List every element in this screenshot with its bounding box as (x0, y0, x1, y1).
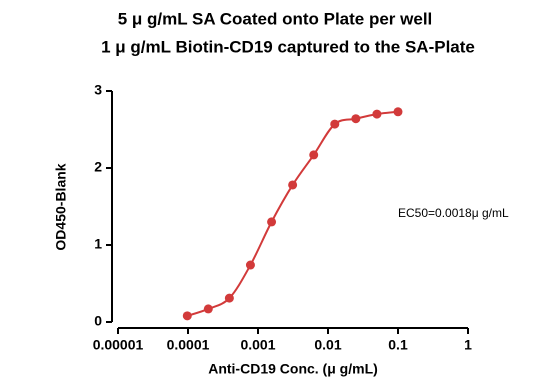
x-tick-label: 0.00001 (93, 337, 144, 353)
y-tick-label: 1 (94, 236, 102, 252)
chart-subtitle: 1 μ g/mL Biotin-CD19 captured to the SA-… (101, 37, 475, 56)
x-axis-label: Anti-CD19 Conc. (μ g/mL) (208, 361, 378, 377)
data-point (203, 304, 213, 314)
y-tick-label: 2 (94, 159, 102, 175)
x-tick-label: 0.001 (240, 337, 275, 353)
data-point (288, 180, 298, 190)
data-point (351, 114, 361, 124)
data-point (267, 217, 277, 227)
data-point (330, 119, 340, 129)
y-axis-label: OD450-Blank (53, 163, 69, 250)
y-tick-label: 0 (94, 313, 102, 329)
data-point (393, 107, 403, 117)
data-point (245, 260, 255, 270)
data-point (224, 293, 234, 303)
y-tick-label: 3 (94, 82, 102, 98)
x-tick-label: 0.1 (388, 337, 408, 353)
x-tick-label: 1 (464, 337, 472, 353)
data-point (372, 109, 382, 119)
annotation: EC50=0.0018μ g/mL (398, 206, 509, 220)
x-tick-label: 0.01 (314, 337, 341, 353)
x-tick-label: 0.0001 (167, 337, 210, 353)
chart-title: 5 μ g/mL SA Coated onto Plate per well (118, 9, 433, 28)
fit-curve (186, 110, 399, 317)
data-point (182, 311, 192, 321)
data-point (309, 150, 319, 160)
